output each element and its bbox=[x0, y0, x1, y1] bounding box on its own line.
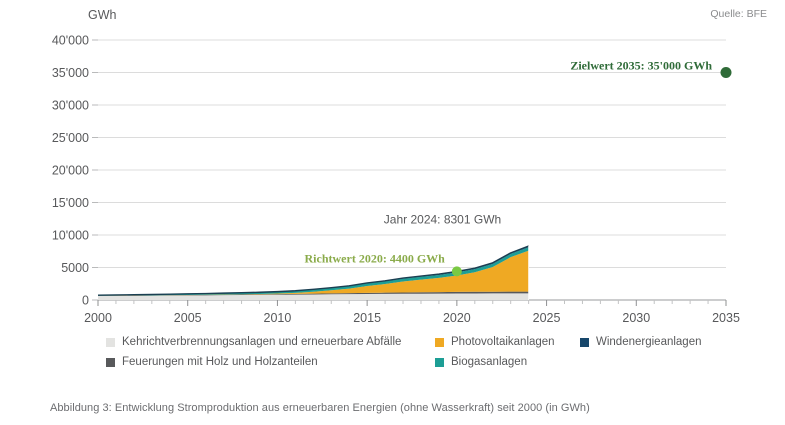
legend-swatch-kehricht bbox=[106, 337, 115, 347]
x-tick-label: 2005 bbox=[174, 311, 202, 325]
legend-swatch-biogas bbox=[435, 357, 444, 367]
y-tick-label: 35'000 bbox=[52, 66, 89, 80]
x-tick-label: 2015 bbox=[353, 311, 381, 325]
chart-legend: Kehrichtverbrennungsanlagen und erneuerb… bbox=[106, 336, 726, 376]
legend-item-wind[interactable]: Windenergieanlagen bbox=[580, 336, 702, 348]
annotation-zielwert-2035: Zielwert 2035: 35'000 GWh bbox=[570, 59, 712, 73]
x-tick-label: 2020 bbox=[443, 311, 471, 325]
legend-label-photovoltaik: Photovoltaikanlagen bbox=[451, 336, 555, 348]
marker-richtwert-2020[interactable] bbox=[451, 266, 462, 277]
legend-label-wind: Windenergieanlagen bbox=[596, 336, 702, 348]
marker-zielwert-2035[interactable] bbox=[720, 67, 732, 78]
y-tick-label: 25'000 bbox=[52, 131, 89, 145]
y-tick-label: 10'000 bbox=[52, 229, 89, 243]
y-tick-label: 20'000 bbox=[52, 164, 89, 178]
y-tick-label: 0 bbox=[82, 294, 89, 308]
legend-item-kehricht[interactable]: Kehrichtverbrennungsanlagen und erneuerb… bbox=[106, 336, 435, 348]
area-series bbox=[98, 250, 529, 296]
legend-item-photovoltaik[interactable]: Photovoltaikanlagen bbox=[435, 336, 580, 348]
source-label: Quelle: BFE bbox=[710, 8, 767, 20]
x-tick-label: 2025 bbox=[533, 311, 561, 325]
area-series bbox=[98, 291, 529, 297]
annotation-richtwert-2020: Richtwert 2020: 4400 GWh bbox=[305, 251, 446, 265]
legend-swatch-wind bbox=[580, 337, 589, 347]
area-series bbox=[98, 293, 529, 300]
y-axis-unit-label: GWh bbox=[88, 8, 117, 22]
legend-label-kehricht: Kehrichtverbrennungsanlagen und erneuerb… bbox=[122, 336, 402, 348]
annotation-jahr-2024: Jahr 2024: 8301 GWh bbox=[384, 212, 501, 226]
figure-caption: Abbildung 3: Entwicklung Stromproduktion… bbox=[50, 402, 590, 414]
x-tick-label: 2035 bbox=[712, 311, 740, 325]
legend-row-1: Kehrichtverbrennungsanlagen und erneuerb… bbox=[106, 336, 726, 356]
x-tick-label: 2010 bbox=[264, 311, 292, 325]
legend-swatch-photovoltaik bbox=[435, 337, 444, 347]
legend-label-holz: Feuerungen mit Holz und Holzanteilen bbox=[122, 356, 318, 368]
y-tick-label: 40'000 bbox=[52, 34, 89, 48]
x-tick-label: 2030 bbox=[622, 311, 650, 325]
y-tick-label: 5000 bbox=[61, 261, 89, 275]
stacked-area-chart: 0 5000 10'000 15'000 20'000 25'000 30'000 35'00… bbox=[52, 34, 740, 326]
legend-item-biogas[interactable]: Biogasanlagen bbox=[435, 356, 527, 368]
x-tick-label: 2000 bbox=[84, 311, 112, 325]
legend-item-holz[interactable]: Feuerungen mit Holz und Holzanteilen bbox=[106, 356, 435, 368]
y-tick-label: 15'000 bbox=[52, 196, 89, 210]
legend-label-biogas: Biogasanlagen bbox=[451, 356, 528, 368]
legend-row-2: Feuerungen mit Holz und Holzanteilen Bio… bbox=[106, 356, 726, 376]
y-tick-label: 30'000 bbox=[52, 99, 89, 113]
legend-swatch-holz bbox=[106, 357, 115, 367]
